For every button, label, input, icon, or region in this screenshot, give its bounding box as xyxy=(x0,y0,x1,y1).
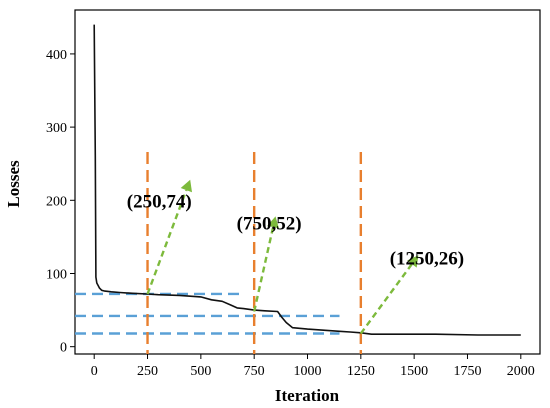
annotation-arrowhead-2 xyxy=(407,255,419,268)
annotation-label-2: (1250,26) xyxy=(390,249,464,270)
y-tick-label-3: 300 xyxy=(46,121,67,136)
series-layer xyxy=(93,24,521,336)
loss-series-line-0 xyxy=(93,24,521,336)
annotation-arrow-0 xyxy=(146,189,188,295)
annotation-arrow-2 xyxy=(359,263,413,335)
annotation-layer: (250,74) (750,52) (1250,26) xyxy=(127,192,464,270)
annotation-arrow-1 xyxy=(253,226,275,312)
guide-layer xyxy=(75,152,363,354)
y-tick-label-4: 400 xyxy=(46,48,67,63)
annotation-arrowhead-0 xyxy=(180,179,192,193)
y-tick-label-0: 0 xyxy=(60,341,67,356)
x-tick-label-2: 500 xyxy=(190,364,211,379)
x-tick-label-1: 250 xyxy=(137,364,158,379)
x-tick-label-8: 2000 xyxy=(507,364,535,379)
annotation-arrowhead-1 xyxy=(267,216,279,229)
plot-frame xyxy=(74,9,541,355)
x-tick-label-5: 1250 xyxy=(347,364,375,379)
x-tick-label-3: 750 xyxy=(244,364,265,379)
x-tick-label-4: 1000 xyxy=(294,364,322,379)
x-axis-title: Iteration xyxy=(275,386,340,405)
y-tick-label-1: 100 xyxy=(46,267,67,282)
x-tick-label-6: 1500 xyxy=(400,364,428,379)
arrow-layer xyxy=(146,179,419,335)
tick-layer: 0 250 500 750 1000 1250 1500 1750 2000 0 100 200 300… xyxy=(46,48,535,379)
y-axis-title: Losses xyxy=(4,160,23,208)
y-tick-label-2: 200 xyxy=(46,194,67,209)
annotation-label-0: (250,74) xyxy=(127,192,192,213)
x-tick-label-7: 1750 xyxy=(453,364,481,379)
x-tick-label-0: 0 xyxy=(91,364,98,379)
annotation-label-1: (750,52) xyxy=(237,214,302,235)
